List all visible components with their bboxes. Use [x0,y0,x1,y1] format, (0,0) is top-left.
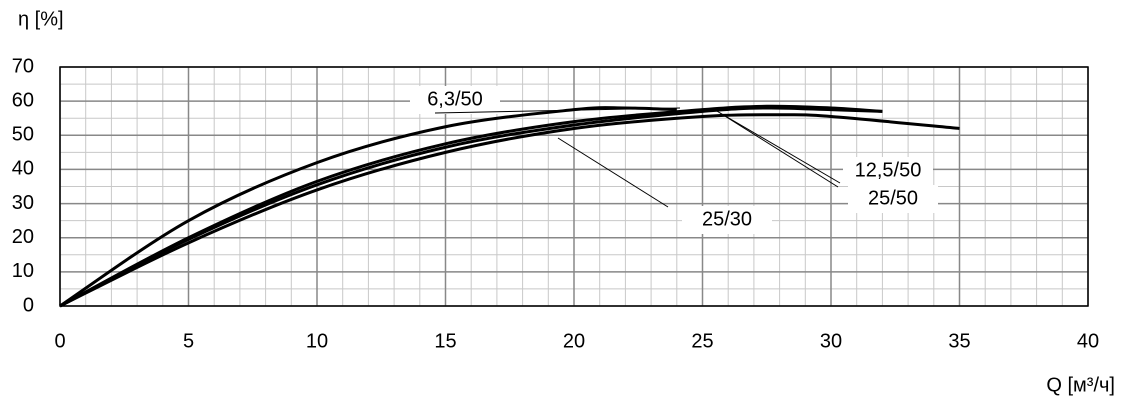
leader-line [557,137,669,208]
y-tick-label: 30 [12,192,34,214]
x-tick-label: 35 [948,330,970,352]
x-tick-label: 30 [820,330,842,352]
plot-frame [59,66,1089,307]
label-background [843,157,933,185]
x-tick-label: 25 [691,330,713,352]
y-tick-label: 60 [12,89,34,111]
leader-line [719,112,839,188]
label-background [848,185,938,213]
x-tick-label: 15 [434,330,456,352]
label-background [410,86,500,114]
x-tick-label: 20 [563,330,585,352]
leader-line [714,109,841,184]
label-background [682,206,772,234]
y-tick-label: 20 [12,226,34,248]
x-tick-label: 10 [306,330,328,352]
y-tick-label: 50 [12,124,34,146]
y-tick-label: 0 [23,294,34,316]
x-tick-label: 5 [183,330,194,352]
series-label: 25/30 [702,208,752,230]
x-tick-label: 0 [54,330,65,352]
line-series [59,106,677,308]
series-label: 25/50 [868,187,918,209]
y-tick-label: 70 [12,55,34,77]
y-tick-label: 40 [12,158,34,180]
series-label: 6,3/50 [427,88,483,110]
y-axis-title: η [%] [18,8,64,30]
line-series [59,104,883,308]
series-label: 12,5/50 [855,159,922,181]
x-axis-title: Q [м³/ч] [1046,374,1115,396]
line-series [59,106,883,308]
x-tick-label: 40 [1077,330,1099,352]
y-tick-label: 10 [12,260,34,282]
leader-line [434,107,681,114]
line-series [59,113,960,308]
